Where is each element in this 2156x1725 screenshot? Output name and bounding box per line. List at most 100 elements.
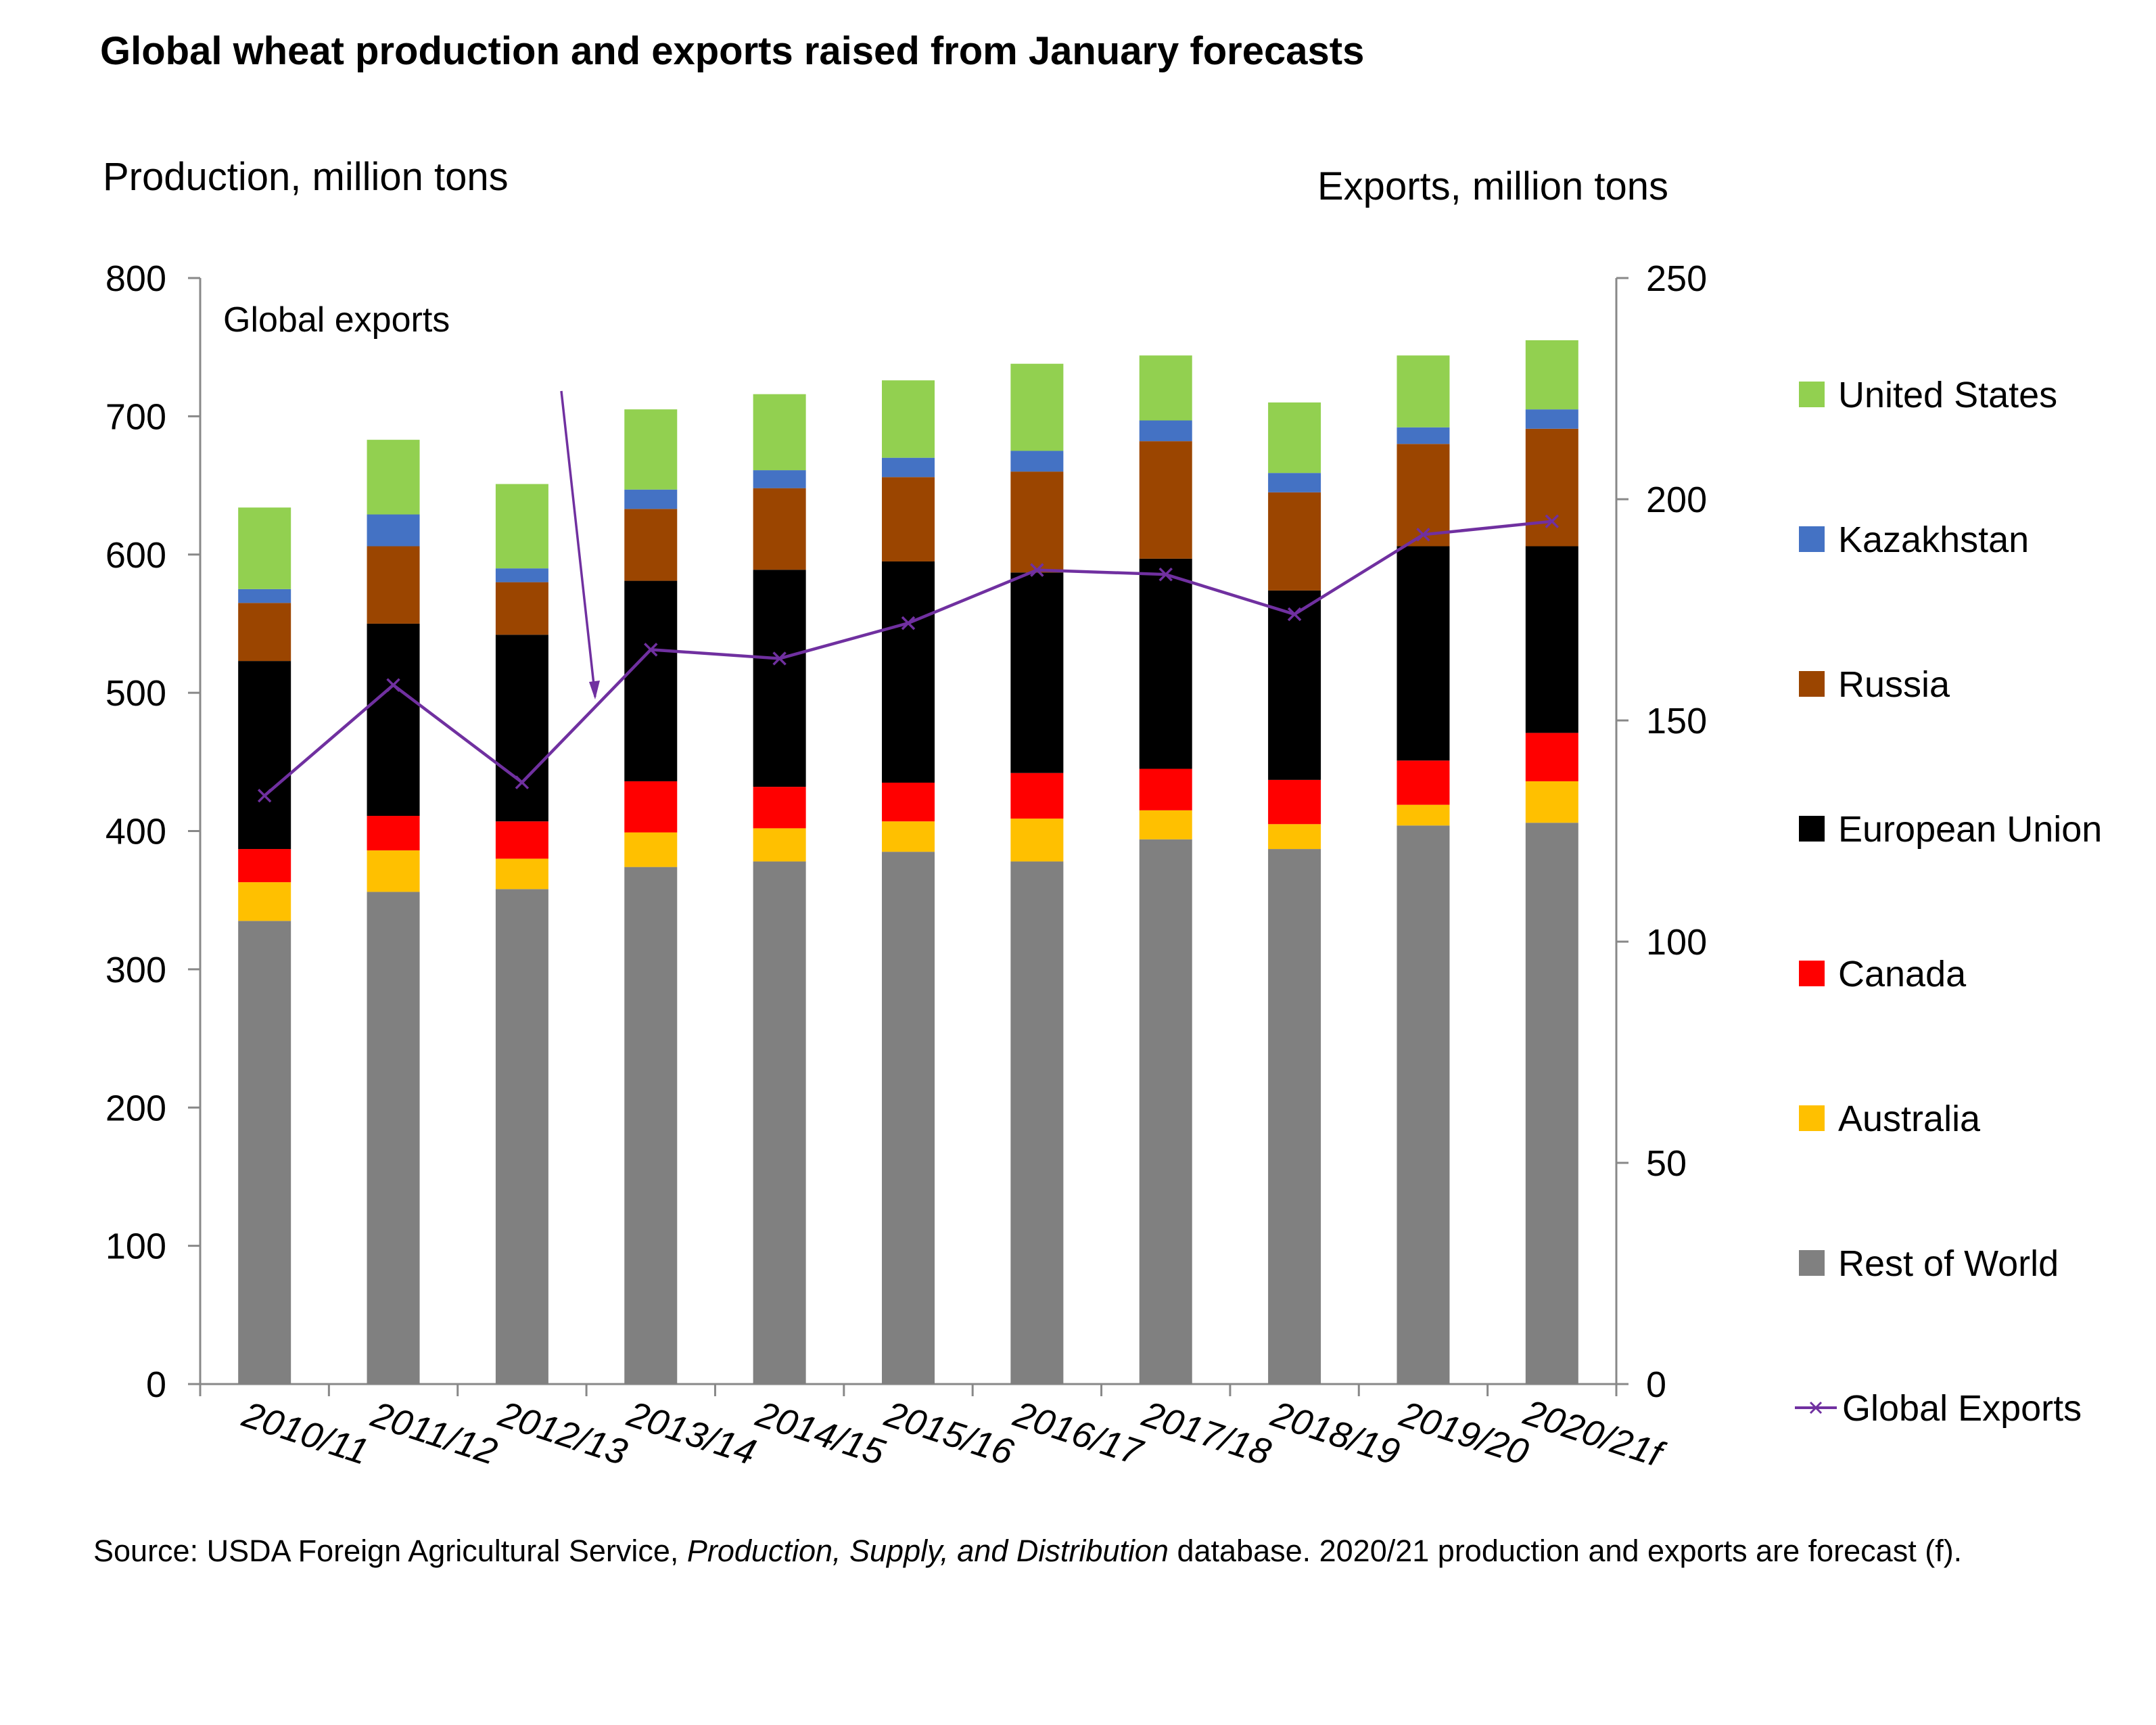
legend: United States Kazakhstan Russia European Un… (1795, 375, 2102, 1429)
bar-segment-australia (238, 882, 291, 921)
bar-segment-rest-of-world (1525, 823, 1578, 1384)
bar-segment-european-union (1139, 558, 1192, 769)
left-tick-label: 500 (106, 673, 166, 714)
bar-segment-rest-of-world (1010, 861, 1064, 1384)
global-exports-point (1545, 514, 1560, 528)
bar-stack-2019-20 (1397, 355, 1450, 1384)
bar-segment-russia (1525, 428, 1578, 547)
legend-label: Canada (1838, 954, 1967, 994)
left-axis-title: Production, million tons (103, 155, 509, 199)
bar-segment-australia (624, 832, 678, 867)
bar-segment-united-states (1525, 340, 1578, 410)
bar-segment-australia (1139, 810, 1192, 840)
right-axis-title: Exports, million tons (1317, 164, 1668, 208)
bar-segment-rest-of-world (1139, 839, 1192, 1384)
bar-segment-united-states (367, 440, 420, 515)
bar-segment-european-union (624, 580, 678, 781)
legend-label: European Union (1838, 809, 2102, 850)
point-marker-stroke (1030, 563, 1044, 577)
global-exports-point (1287, 607, 1302, 622)
legend-swatch (1799, 1250, 1825, 1276)
global-exports-point (386, 678, 400, 692)
bar-segment-european-union (495, 635, 548, 822)
point-marker-stroke (515, 775, 530, 789)
source-database: Production, Supply, and Distribution (686, 1534, 1169, 1568)
global-exports-point (1158, 567, 1173, 582)
bar-segment-united-states (495, 484, 548, 569)
bar-segment-european-union (1525, 546, 1578, 733)
legend-swatch (1799, 816, 1825, 842)
annotation-label: Global exports (223, 300, 450, 340)
legend-marker-stroke (1809, 1401, 1823, 1414)
bar-stack-2012-13 (495, 484, 548, 1384)
bar-segment-rest-of-world (624, 867, 678, 1384)
x-tick-label: 2019/20 (1395, 1394, 1533, 1473)
bar-segment-canada (238, 849, 291, 883)
bar-segment-kazakhstan (367, 514, 420, 547)
bar-segment-european-union (367, 623, 420, 816)
legend-swatch (1799, 526, 1825, 552)
bar-segment-canada (495, 821, 548, 859)
bar-stack-2014-15 (753, 394, 806, 1384)
left-tick-label: 100 (106, 1226, 166, 1267)
bar-segment-australia (1397, 804, 1450, 826)
bar-segment-canada (882, 782, 935, 822)
bar-segment-australia (753, 828, 806, 862)
x-tick-label: 2014/15 (751, 1394, 890, 1473)
stacked-bars (238, 340, 1578, 1384)
bar-segment-russia (1139, 441, 1192, 559)
bar-segment-canada (1268, 779, 1321, 825)
left-tick-label: 800 (106, 258, 166, 299)
legend-swatch (1799, 382, 1825, 407)
legend-swatch (1799, 1105, 1825, 1131)
bar-stack-2020-21f (1525, 340, 1578, 1384)
bar-segment-australia (1525, 781, 1578, 823)
legend-item-canada: Canada (1799, 954, 1967, 994)
point-marker-stroke (257, 788, 272, 803)
bar-segment-kazakhstan (624, 489, 678, 509)
bar-segment-united-states (1397, 355, 1450, 428)
bar-segment-canada (367, 816, 420, 851)
bar-segment-united-states (624, 409, 678, 490)
bar-segment-kazakhstan (882, 457, 935, 478)
bar-segment-russia (1397, 444, 1450, 547)
bar-segment-united-states (1139, 355, 1192, 421)
left-tick-label: 200 (106, 1088, 166, 1128)
bar-segment-rest-of-world (753, 861, 806, 1384)
legend-item-european-union: European Union (1799, 809, 2102, 850)
bar-segment-united-states (1268, 402, 1321, 474)
legend-item-russia: Russia (1799, 664, 1950, 705)
bar-segment-european-union (753, 570, 806, 787)
bar-segment-canada (1010, 773, 1064, 819)
global-exports-point (1030, 563, 1044, 577)
x-tick-label: 2018/19 (1266, 1394, 1405, 1473)
legend-label: Russia (1838, 664, 1950, 705)
bar-stack-2011-12 (367, 440, 420, 1384)
point-marker-stroke (1416, 528, 1430, 542)
bar-segment-australia (882, 821, 935, 852)
bar-segment-russia (1010, 472, 1064, 573)
right-tick-label: 250 (1646, 258, 1707, 299)
legend-swatch (1799, 671, 1825, 697)
annotation: Global exports (223, 300, 600, 699)
bar-segment-russia (238, 603, 291, 662)
x-tick-label: 2010/11 (237, 1394, 373, 1472)
bar-segment-rest-of-world (495, 889, 548, 1384)
bar-stack-2013-14 (624, 409, 678, 1384)
bar-segment-russia (753, 488, 806, 570)
global-exports-line (257, 514, 1560, 803)
point-marker-stroke (901, 616, 916, 630)
left-tick-label: 300 (106, 950, 166, 990)
x-tick-label: 2017/18 (1137, 1394, 1275, 1473)
bar-segment-united-states (238, 507, 291, 589)
bar-stack-2010-11 (238, 507, 291, 1384)
bar-segment-european-union (1268, 590, 1321, 780)
right-tick-label: 50 (1646, 1143, 1687, 1184)
legend-label: Global Exports (1842, 1388, 2082, 1429)
bar-segment-european-union (1397, 546, 1450, 761)
left-tick-label: 400 (106, 812, 166, 852)
legend-label: Rest of World (1838, 1243, 2059, 1284)
point-marker-stroke (772, 651, 787, 666)
source-prefix: Source: USDA Foreign Agricultural Servic… (93, 1534, 687, 1568)
bar-stack-2016-17 (1010, 363, 1064, 1384)
